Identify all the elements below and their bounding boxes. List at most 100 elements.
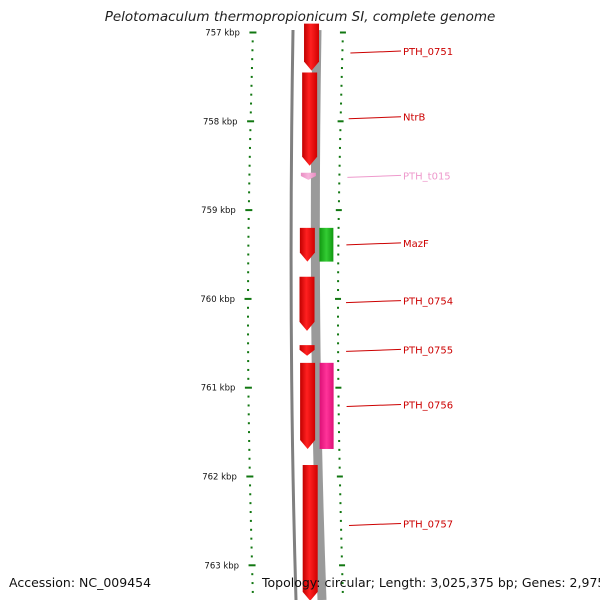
gene-label-pth-0756[interactable]: PTH_0756: [403, 400, 453, 411]
ruler-minor-tick: [337, 217, 340, 220]
ruler-minor-tick: [339, 138, 342, 141]
ruler-minor-tick: [337, 360, 340, 363]
ruler-minor-tick: [337, 235, 340, 238]
ruler-major-tick: [245, 209, 253, 212]
ruler-minor-tick: [250, 555, 253, 558]
ruler-minor-tick: [247, 351, 250, 354]
gene-label-ntrb[interactable]: NtrB: [403, 113, 426, 124]
ruler-major-tick: [337, 120, 344, 123]
ruler-minor-tick: [248, 448, 251, 451]
gene-label-pth-0755[interactable]: PTH_0755: [403, 345, 453, 356]
genome-summary-text: Topology: circular; Length: 3,025,375 bp…: [262, 575, 600, 590]
gene-label-mazf[interactable]: MazF: [403, 239, 429, 250]
ruler-minor-tick: [249, 502, 252, 505]
ruler-minor-tick: [248, 439, 251, 442]
ruler-minor-tick: [339, 493, 342, 496]
ruler-minor-tick: [247, 324, 250, 327]
ruler-minor-tick: [248, 182, 251, 185]
genome-backbone-inner: [289, 29, 298, 600]
ruler-major-tick: [336, 475, 343, 478]
ruler-minor-tick: [338, 146, 341, 149]
ruler-minor-tick: [248, 191, 251, 194]
gene-feature-pth-0754[interactable]: [299, 276, 315, 331]
gene-label-pth-0757[interactable]: PTH_0757: [403, 519, 453, 530]
gene-feature-mazf[interactable]: [299, 227, 315, 262]
ruler-minor-tick: [337, 324, 340, 327]
ruler-minor-tick: [339, 511, 342, 514]
ruler-major-tick: [247, 120, 255, 123]
ruler-minor-tick: [250, 75, 253, 78]
ruler-minor-tick: [338, 173, 341, 176]
ruler-minor-tick: [337, 244, 340, 247]
ruler-minor-tick: [247, 404, 250, 407]
gene-feature-pth-0756[interactable]: [319, 362, 334, 449]
ruler-minor-tick: [337, 351, 340, 354]
ruler-minor-tick: [247, 342, 250, 345]
ruler-tick-label: 759 kbp: [201, 206, 236, 216]
ruler-minor-tick: [337, 413, 340, 416]
ruler-minor-tick: [337, 271, 340, 274]
ruler-minor-tick: [249, 519, 252, 522]
ruler-minor-tick: [338, 155, 341, 158]
ruler-minor-tick: [337, 289, 340, 292]
gene-label-pth-t015[interactable]: PTH_t015: [403, 171, 451, 182]
ruler-minor-tick: [251, 49, 254, 52]
ruler-tick-label: 757 kbp: [205, 29, 240, 39]
ruler-minor-tick: [340, 84, 343, 87]
ruler-minor-tick: [247, 368, 250, 371]
ruler-tick-label: 763 kbp: [204, 561, 239, 571]
gene-feature-pth-0757[interactable]: [302, 464, 318, 600]
ruler-minor-tick: [337, 377, 340, 380]
ruler-minor-tick: [247, 422, 250, 425]
ruler-minor-tick: [251, 40, 254, 43]
ruler-major-tick: [339, 564, 346, 567]
gene-label-pth-0751[interactable]: PTH_0751: [403, 47, 453, 58]
ruler-minor-tick: [341, 573, 344, 576]
ruler-minor-tick: [338, 164, 341, 167]
ruler-minor-tick: [339, 111, 342, 114]
ruler-minor-tick: [247, 413, 250, 416]
ruler-minor-tick: [340, 67, 343, 70]
ruler-major-tick: [244, 386, 252, 389]
ruler-minor-tick: [250, 84, 253, 87]
gene-label-leader-line: [348, 522, 402, 526]
ruler-minor-tick: [337, 200, 340, 203]
ruler-tick-label: 760 kbp: [200, 295, 235, 305]
ruler-major-tick: [335, 386, 342, 389]
ruler-minor-tick: [338, 457, 341, 460]
ruler-minor-tick: [247, 262, 250, 265]
ruler-minor-tick: [338, 466, 341, 469]
ruler-minor-tick: [247, 289, 250, 292]
ruler-minor-tick: [340, 528, 343, 531]
gene-feature-pth-0755[interactable]: [299, 345, 315, 356]
ruler-tick-label: 761 kbp: [201, 384, 236, 394]
ruler-minor-tick: [250, 537, 253, 540]
gene-feature-pth-t015[interactable]: [300, 172, 316, 180]
gene-feature-pth-0751[interactable]: [304, 23, 320, 71]
gene-features: [299, 23, 334, 600]
ruler-minor-tick: [248, 155, 251, 158]
gene-label-leader-line: [346, 242, 402, 246]
ruler-minor-tick: [248, 164, 251, 167]
gene-label-leader-line: [346, 403, 402, 407]
gene-feature-pth-0756[interactable]: [300, 362, 316, 449]
ruler-minor-tick: [340, 546, 343, 549]
ruler-minor-tick: [247, 333, 250, 336]
ruler-minor-tick: [340, 102, 343, 105]
ruler-minor-tick: [341, 582, 344, 585]
gene-label-leader-line: [350, 50, 402, 54]
gene-feature-mazf[interactable]: [319, 227, 334, 262]
ruler-minor-tick: [249, 484, 252, 487]
ruler-minor-tick: [251, 573, 254, 576]
gene-feature-ntrb[interactable]: [302, 72, 318, 166]
ruler-minor-tick: [337, 422, 340, 425]
ruler-minor-tick: [247, 360, 250, 363]
gene-label-pth-0754[interactable]: PTH_0754: [403, 297, 453, 308]
ruler-minor-tick: [337, 280, 340, 283]
ruler-minor-tick: [251, 582, 254, 585]
ruler-minor-tick: [247, 226, 250, 229]
ruler-minor-tick: [251, 58, 254, 61]
ruler-minor-tick: [339, 484, 342, 487]
ruler-minor-tick: [251, 590, 254, 593]
